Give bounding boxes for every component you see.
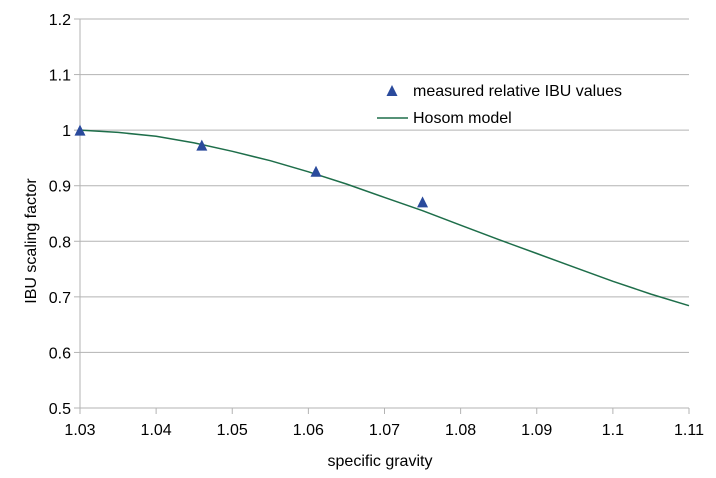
y-tick-label: 1.2 bbox=[49, 12, 71, 29]
measured-point bbox=[417, 196, 429, 208]
y-tick-label: 0.7 bbox=[49, 290, 71, 307]
x-tick-label: 1.1 bbox=[602, 422, 624, 439]
x-tick-label: 1.03 bbox=[64, 422, 95, 439]
measured-point bbox=[196, 139, 208, 151]
y-tick-label: 1 bbox=[62, 123, 71, 140]
measured-point bbox=[74, 124, 86, 136]
legend-label-measured: measured relative IBU values bbox=[413, 83, 622, 100]
gridlines bbox=[74, 18, 689, 409]
y-axis-title: IBU scaling factor bbox=[23, 178, 40, 304]
y-tick-label: 0.5 bbox=[49, 401, 71, 418]
legend-triangle-icon bbox=[386, 85, 398, 96]
x-tick-label: 1.09 bbox=[521, 422, 552, 439]
x-tick-label: 1.04 bbox=[141, 422, 172, 439]
legend-label-hosom: Hosom model bbox=[413, 110, 512, 127]
x-tick-label: 1.08 bbox=[445, 422, 476, 439]
hosom-model-series bbox=[79, 129, 690, 307]
x-tick-label: 1.11 bbox=[674, 422, 704, 439]
y-tick-label: 0.8 bbox=[49, 234, 71, 251]
x-tick-label: 1.06 bbox=[293, 422, 324, 439]
measured-point bbox=[310, 165, 322, 177]
x-tick-label: 1.07 bbox=[369, 422, 400, 439]
axes bbox=[79, 19, 689, 409]
legend: measured relative IBU values Hosom model bbox=[377, 83, 622, 127]
hosom-model-line bbox=[79, 129, 690, 307]
measured-series bbox=[74, 124, 429, 208]
y-tick-labels: 0.5 0.6 0.7 0.8 0.9 1 1.1 1.2 bbox=[49, 12, 71, 418]
x-tick-labels: 1.03 1.04 1.05 1.06 1.07 1.08 1.09 1.1 1.11 bbox=[64, 408, 704, 439]
y-tick-label: 0.6 bbox=[49, 345, 71, 362]
x-tick-label: 1.05 bbox=[217, 422, 248, 439]
x-axis-title: specific gravity bbox=[328, 453, 433, 470]
y-tick-label: 1.1 bbox=[49, 68, 71, 85]
y-tick-label: 0.9 bbox=[49, 179, 71, 196]
